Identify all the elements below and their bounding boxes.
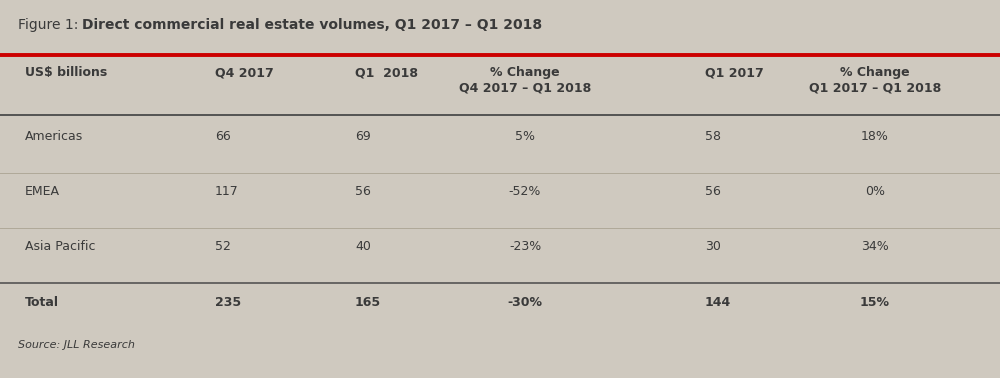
Text: 117: 117 — [215, 185, 239, 198]
Text: 15%: 15% — [860, 296, 890, 309]
Text: -30%: -30% — [508, 296, 542, 309]
Text: US$ billions: US$ billions — [25, 66, 107, 79]
Text: 30: 30 — [705, 240, 721, 253]
Text: -23%: -23% — [509, 240, 541, 253]
Text: % Change
Q1 2017 – Q1 2018: % Change Q1 2017 – Q1 2018 — [809, 66, 941, 94]
Text: % Change
Q4 2017 – Q1 2018: % Change Q4 2017 – Q1 2018 — [459, 66, 591, 94]
Text: Figure 1:: Figure 1: — [18, 18, 83, 32]
Text: Source: JLL Research: Source: JLL Research — [18, 340, 135, 350]
Text: Q1 2017: Q1 2017 — [705, 66, 764, 79]
Text: 52: 52 — [215, 240, 231, 253]
Text: 165: 165 — [355, 296, 381, 309]
Text: 66: 66 — [215, 130, 231, 143]
Text: 144: 144 — [705, 296, 731, 309]
Text: 58: 58 — [705, 130, 721, 143]
Text: 69: 69 — [355, 130, 371, 143]
Text: 34%: 34% — [861, 240, 889, 253]
Text: Total: Total — [25, 296, 59, 309]
Text: Q1  2018: Q1 2018 — [355, 66, 418, 79]
Text: Direct commercial real estate volumes, Q1 2017 – Q1 2018: Direct commercial real estate volumes, Q… — [82, 18, 542, 32]
Text: 40: 40 — [355, 240, 371, 253]
Text: -52%: -52% — [509, 185, 541, 198]
Text: Asia Pacific: Asia Pacific — [25, 240, 96, 253]
Text: 18%: 18% — [861, 130, 889, 143]
Text: Q4 2017: Q4 2017 — [215, 66, 274, 79]
Text: EMEA: EMEA — [25, 185, 60, 198]
Text: 0%: 0% — [865, 185, 885, 198]
Text: 5%: 5% — [515, 130, 535, 143]
Text: 56: 56 — [705, 185, 721, 198]
Text: 56: 56 — [355, 185, 371, 198]
Text: 235: 235 — [215, 296, 241, 309]
Text: Americas: Americas — [25, 130, 83, 143]
